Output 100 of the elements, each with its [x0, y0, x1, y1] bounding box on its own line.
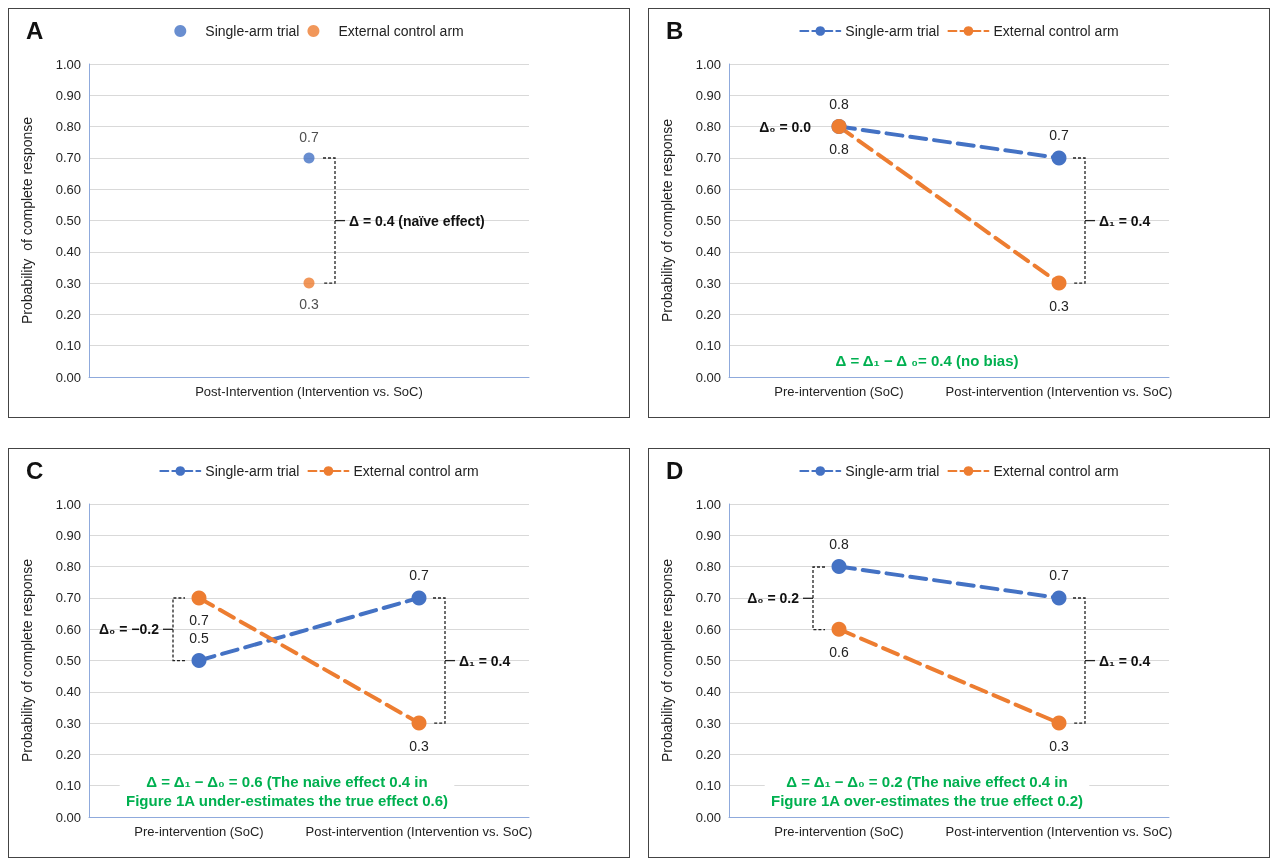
x-tick-label: Pre-intervention (SoC): [774, 384, 904, 399]
annotation: Δ = Δ₁ − Δ ₀= 0.4 (no bias): [835, 352, 1019, 369]
data-label: 0.7: [299, 129, 319, 146]
point: [411, 715, 427, 731]
annotation: Δ₁ = 0.4: [1099, 652, 1151, 669]
y-tick-label: 0.10: [55, 778, 81, 794]
x-tick-label: Post-intervention (Intervention vs. SoC): [945, 384, 1173, 399]
y-tick-label: 0.90: [695, 527, 721, 543]
data-label: 0.8: [829, 96, 849, 113]
y-tick-label: 0.40: [695, 684, 721, 700]
data-label: 0.3: [1049, 737, 1069, 754]
y-axis-title: Probability of complete response: [659, 558, 675, 763]
y-tick-label: 0.80: [55, 119, 81, 135]
y-tick-label: 0.80: [695, 119, 721, 135]
data-label: 0.8: [829, 536, 849, 553]
x-tick-label: Post-intervention (Intervention vs. SoC): [945, 824, 1173, 839]
y-tick-label: 0.00: [55, 809, 81, 825]
y-tick-label: 0.50: [55, 213, 81, 228]
annotation: Δ₁ = 0.4: [459, 652, 511, 669]
y-tick-label: 0.50: [695, 213, 721, 228]
point: [1051, 715, 1067, 731]
chart-title: D: [666, 456, 684, 484]
point: [1051, 150, 1067, 166]
data-label: 0.7: [409, 567, 429, 584]
data-label: 0.7: [1049, 567, 1069, 584]
y-tick-label: 0.20: [695, 306, 721, 322]
x-tick-label: Pre-intervention (SoC): [134, 824, 264, 839]
annotation: Δ = Δ₁ − Δ₀ = 0.6 (The naive effect 0.4 in Figure 1A under-estimates the true effect 0.6): [125, 773, 449, 809]
y-tick-label: 0.70: [695, 150, 721, 166]
y-tick-label: 0.00: [695, 369, 721, 385]
point: [1051, 275, 1067, 291]
y-tick-label: 0.70: [695, 590, 721, 606]
y-tick-label: 0.60: [55, 181, 81, 197]
chart-title: A: [26, 16, 44, 44]
y-tick-label: 1.00: [55, 496, 81, 512]
y-tick-label: 0.80: [55, 559, 81, 575]
y-tick-label: 0.50: [695, 653, 721, 668]
y-tick-label: 0.70: [55, 150, 81, 166]
y-tick-label: 0.90: [55, 527, 81, 543]
y-tick-label: 0.20: [695, 746, 721, 762]
y-axis-title: Probability of complete response: [19, 116, 35, 324]
legend-label: External control arm: [993, 23, 1119, 39]
x-tick-label: Post-Intervention (Intervention vs. SoC): [195, 384, 423, 399]
y-tick-label: 1.00: [695, 56, 721, 72]
y-tick-label: 0.40: [55, 684, 81, 700]
y-tick-label: 0.60: [55, 621, 81, 637]
y-tick-label: 0.90: [55, 87, 81, 103]
x-tick-label: Pre-intervention (SoC): [774, 824, 904, 839]
x-tick-label: Post-intervention (Intervention vs. SoC): [305, 824, 533, 839]
point: [411, 590, 427, 606]
y-tick-label: 0.70: [55, 590, 81, 606]
point: [1051, 590, 1067, 606]
legend-label: External control arm: [993, 463, 1119, 479]
legend-label: External control arm: [338, 23, 464, 39]
annotation: Δ₀ = −0.2: [99, 621, 160, 638]
y-tick-label: 0.00: [55, 369, 81, 385]
data-label: 0.3: [299, 295, 319, 312]
point: [831, 559, 847, 575]
y-axis-title: Probability of complete response: [659, 118, 675, 323]
y-tick-label: 0.20: [55, 306, 81, 322]
y-tick-label: 0.90: [695, 87, 721, 103]
annotation: Δ₀ = 0.0: [759, 118, 812, 135]
annotation: Δ = 0.4 (naïve effect): [349, 212, 485, 229]
y-tick-label: 0.60: [695, 181, 721, 197]
data-label: 0.7: [1049, 127, 1069, 144]
y-tick-label: 0.30: [55, 715, 81, 731]
data-label: 0.6: [829, 643, 849, 660]
y-tick-label: 0.30: [695, 715, 721, 731]
chart-title: C: [26, 456, 44, 484]
legend-label: External control arm: [353, 463, 479, 479]
legend-label: Single-arm trial: [205, 23, 300, 39]
y-tick-label: 0.20: [55, 746, 81, 762]
point: [191, 653, 207, 668]
legend-label: Single-arm trial: [845, 23, 940, 39]
y-tick-label: 0.30: [695, 275, 721, 291]
y-tick-label: 0.40: [55, 244, 81, 260]
legend-label: Single-arm trial: [205, 463, 300, 479]
y-tick-label: 1.00: [695, 496, 721, 512]
data-label: 0.7: [189, 612, 209, 629]
y-tick-label: 0.00: [695, 809, 721, 825]
y-tick-label: 0.40: [695, 244, 721, 260]
y-tick-label: 0.80: [695, 559, 721, 575]
y-tick-label: 0.10: [695, 778, 721, 794]
y-tick-label: 0.50: [55, 653, 81, 668]
point: [191, 590, 207, 606]
annotation: Δ₀ = 0.2: [747, 589, 800, 606]
y-axis-title: Probability of complete response: [19, 558, 35, 763]
y-tick-label: 0.30: [55, 275, 81, 291]
data-label: 0.8: [829, 141, 849, 158]
chart-title: B: [666, 16, 684, 44]
legend-label: Single-arm trial: [845, 463, 940, 479]
y-tick-label: 0.60: [695, 621, 721, 637]
annotation: Δ₁ = 0.4: [1099, 212, 1151, 229]
y-tick-label: 0.10: [695, 338, 721, 354]
y-tick-label: 0.10: [55, 338, 81, 354]
data-label: 0.3: [409, 737, 429, 754]
y-tick-label: 1.00: [55, 56, 81, 72]
point: [831, 621, 847, 637]
annotation: Δ = Δ₁ − Δ₀ = 0.2 (The naive effect 0.4 in Figure 1A over-estimates the true effect 0.2): [770, 773, 1084, 809]
data-label: 0.5: [189, 630, 209, 646]
